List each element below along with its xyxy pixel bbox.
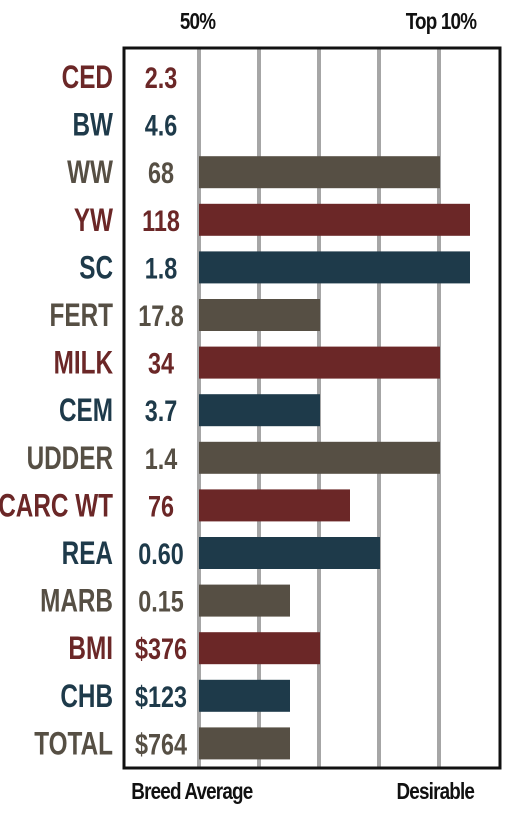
value-label: 118 xyxy=(142,204,180,237)
bar-marb xyxy=(199,584,290,617)
bar-yw xyxy=(199,203,470,236)
bar-ww xyxy=(199,156,440,189)
bar-chb xyxy=(199,679,290,712)
chart-border xyxy=(122,46,502,770)
value-label: 68 xyxy=(148,156,174,189)
footer-desirable: Desirable xyxy=(396,778,475,804)
value-label: 17.8 xyxy=(138,299,184,332)
bar-bmi xyxy=(199,632,320,665)
category-label: UDDER xyxy=(27,441,113,477)
header-top-10-percent: Top 10% xyxy=(405,8,477,34)
header-50-percent: 50% xyxy=(179,8,216,34)
value-label: $764 xyxy=(135,728,187,761)
bar-udder xyxy=(199,441,440,474)
category-label: FERT xyxy=(50,298,114,334)
value-label: 0.60 xyxy=(138,537,184,570)
category-label: TOTAL xyxy=(34,726,113,762)
category-label: BMI xyxy=(68,631,113,667)
value-label: $123 xyxy=(135,680,187,713)
bar-rea xyxy=(199,537,380,569)
bar-milk xyxy=(199,346,440,379)
value-label: 1.8 xyxy=(145,252,178,285)
value-label: 0.15 xyxy=(138,585,184,618)
value-label: 3.7 xyxy=(145,394,178,427)
bar-cem xyxy=(199,394,320,427)
bar-total xyxy=(199,727,290,760)
category-label: MILK xyxy=(54,345,114,381)
category-label: CARC WT xyxy=(0,488,114,524)
value-label: 2.3 xyxy=(145,61,178,94)
bar-sc xyxy=(199,251,470,284)
value-label: 1.4 xyxy=(145,442,178,475)
value-label: 76 xyxy=(148,490,174,523)
value-label: $376 xyxy=(135,632,187,665)
bar-carc-wt xyxy=(199,489,350,522)
bar-fert xyxy=(199,299,320,331)
category-label: CEM xyxy=(59,393,113,429)
category-label: BW xyxy=(73,107,114,143)
category-label: YW xyxy=(74,203,113,239)
footer-breed-average: Breed Average xyxy=(131,778,253,804)
category-label: MARB xyxy=(40,583,113,619)
category-label: CHB xyxy=(60,679,113,715)
category-label: CED xyxy=(62,60,113,96)
category-label: REA xyxy=(62,536,113,572)
value-label: 34 xyxy=(148,347,174,380)
value-label: 4.6 xyxy=(145,109,178,142)
category-label: SC xyxy=(79,250,113,286)
category-label: WW xyxy=(67,155,113,191)
